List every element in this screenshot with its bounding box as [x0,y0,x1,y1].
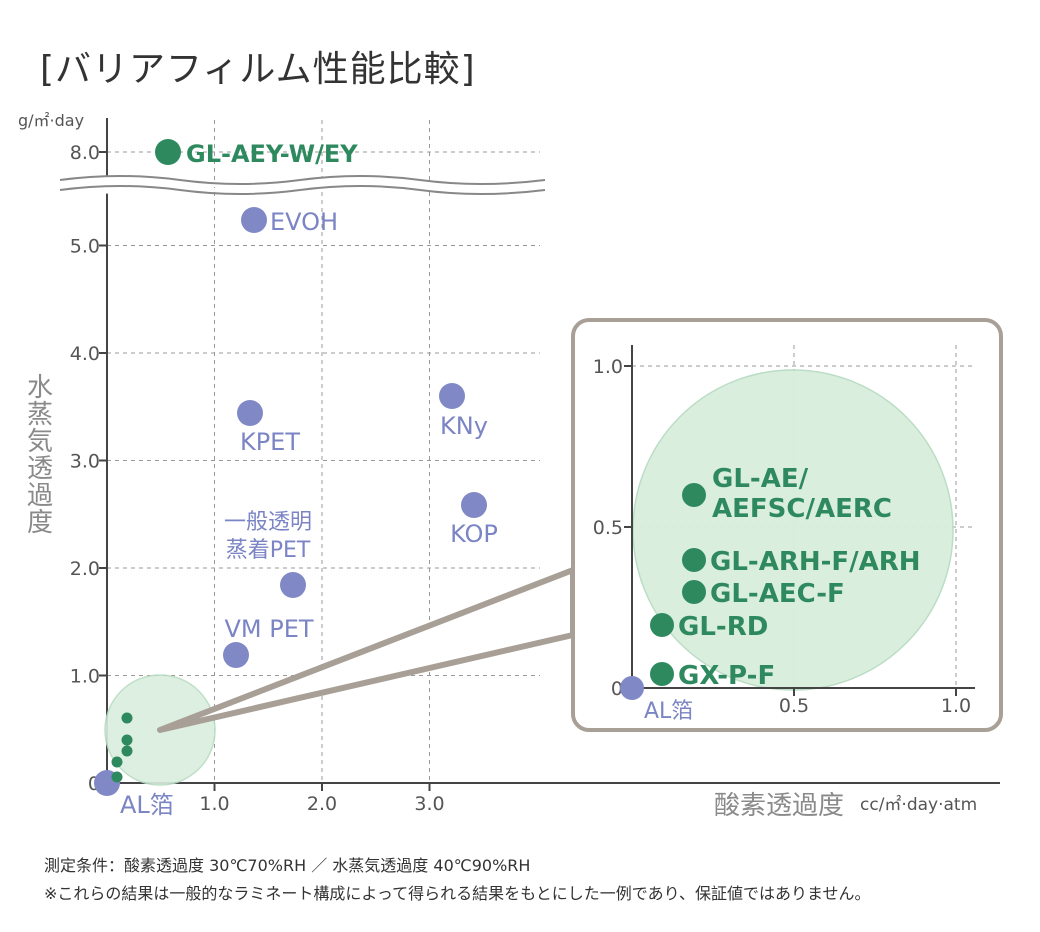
data-label: GL-AEY-W/EY [186,140,358,168]
data-point-small [111,756,123,768]
inset-x-tick-label: 1.0 [941,695,971,717]
measurement-conditions-note: 測定条件：酸素透過度 30℃70%RH ／ 水蒸気透過度 40℃90%RH [44,856,531,875]
data-point-small [121,712,133,724]
inset-data-point [650,662,674,686]
data-point-small [111,771,123,783]
y-axis-title-char: 透 [27,454,53,484]
inset-data-point [682,580,706,604]
axis-break-line [59,185,546,195]
inset-data-point [682,548,706,572]
inset-data-label: GL-ARH-F/ARH [710,547,921,577]
data-point [280,572,306,598]
y-tick-label: 8.0 [70,142,100,164]
y-axis-title-char: 水 [27,373,53,403]
y-tick-label: 5.0 [70,236,100,258]
data-point [241,207,267,233]
inset-data-label: GX-P-F [678,661,775,691]
disclaimer-note: ※これらの結果は一般的なラミネート構成によって得られる結果をもとにした一例であり… [44,884,871,903]
data-point [237,400,263,426]
y-axis-title-char: 度 [27,508,53,538]
inset-x-tick-label: 0.5 [779,695,809,717]
data-point [155,139,181,165]
data-point-small [121,734,133,746]
data-label: 一般透明蒸着PET [224,510,312,563]
y-tick-label: 1.0 [70,666,100,688]
axis-break-line [59,175,546,185]
inset-data-label: GL-AE/AEFSC/AERC [712,464,892,524]
x-tick-label: 3.0 [414,793,444,815]
data-label: KOP [450,520,498,548]
x-axis-title: 酸素透過度 [714,791,844,821]
inset-y-tick-label: 0.5 [593,517,623,539]
x-tick-label: 2.0 [307,793,337,815]
data-label: VM PET [224,615,313,643]
inset-y-tick-label: 0 [611,678,623,700]
y-tick-label: 3.0 [70,451,100,473]
chart-title: [バリアフィルム性能比較] [40,49,476,90]
inset-data-point [682,483,706,507]
data-label: KPET [240,428,300,456]
y-tick-label: 2.0 [70,558,100,580]
data-point [223,642,249,668]
y-axis-title-char: 気 [27,427,53,457]
data-label: AL箔 [120,791,174,819]
inset-data-point [620,676,644,700]
y-unit-label: g/㎡·day [18,111,84,130]
x-unit-label: cc/㎡·day·atm [860,795,977,815]
inset-data-label: GL-RD [678,612,768,642]
y-tick-label: 4.0 [70,343,100,365]
data-label: KNy [440,412,488,440]
inset-data-label: GL-AEC-F [710,579,845,609]
data-point-small [121,745,133,757]
inset-data-label: AL箔 [644,699,693,724]
inset-zoom-region [632,369,954,691]
y-axis-title-char: 過 [27,481,53,511]
inset-data-point [650,613,674,637]
data-label: EVOH [270,208,338,236]
data-point [439,383,465,409]
x-tick-label: 1.0 [199,793,229,815]
inset-y-tick-label: 1.0 [593,356,623,378]
data-point [461,492,487,518]
y-axis-title-char: 蒸 [27,400,53,430]
callout-connector [157,567,576,733]
